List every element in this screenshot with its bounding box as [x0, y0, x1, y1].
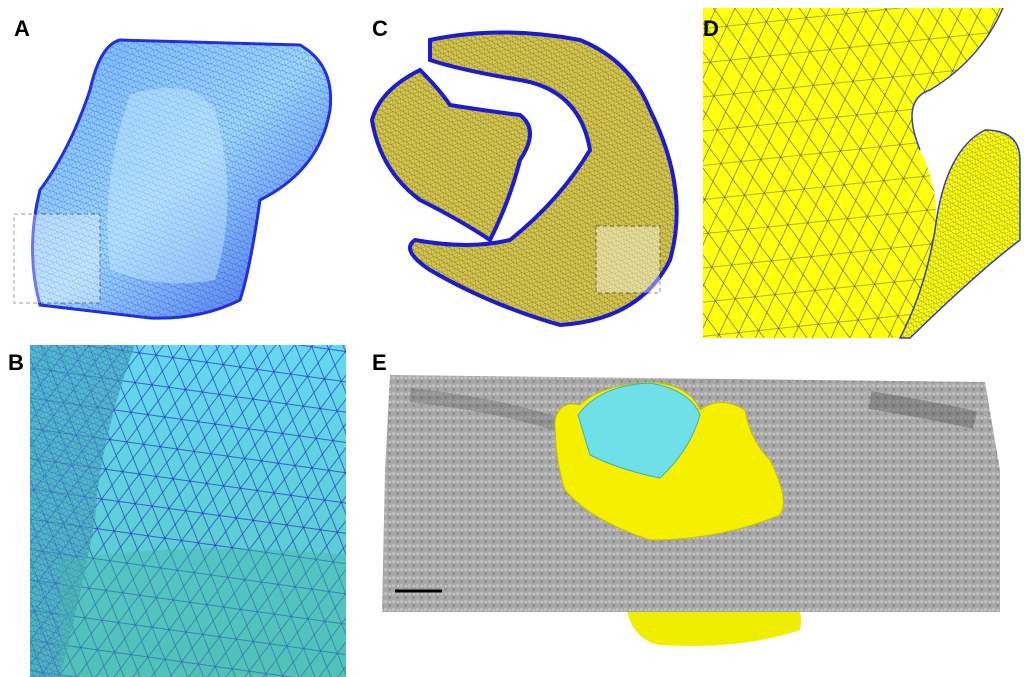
- panel-label: E: [372, 350, 387, 375]
- panel-d-image: [703, 7, 1021, 339]
- panel-label: D: [703, 16, 719, 41]
- panel-a-image: [13, 38, 333, 320]
- panel-label: C: [372, 16, 388, 41]
- panel-label: A: [14, 16, 30, 41]
- panel-c-image: [369, 30, 679, 328]
- panel-e-image: [382, 375, 1000, 646]
- panel-b-image: [30, 345, 346, 677]
- panel-label: B: [8, 350, 24, 375]
